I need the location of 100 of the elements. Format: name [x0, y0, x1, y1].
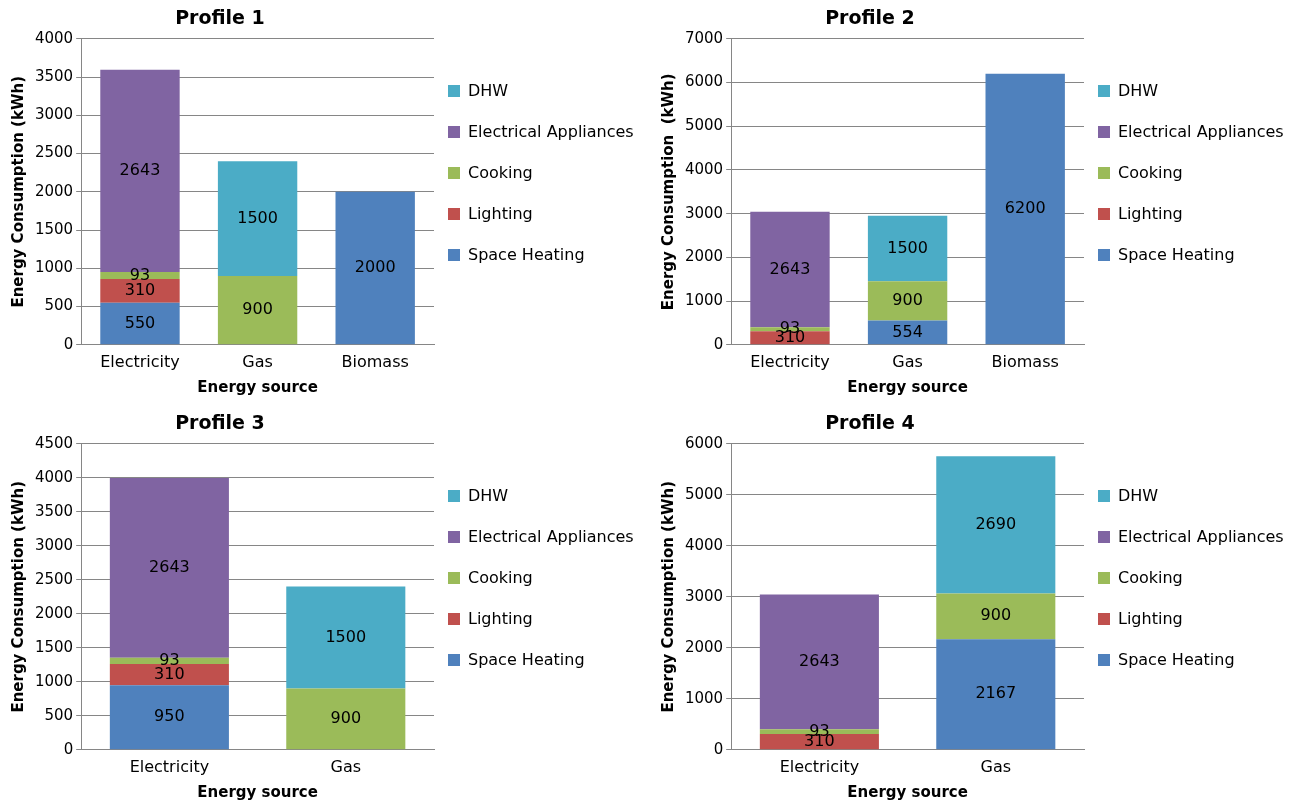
legend-label: Lighting [468, 609, 533, 628]
x-tick-label: Gas [892, 351, 923, 371]
legend-label: Lighting [468, 204, 533, 223]
legend-label: Cooking [1118, 163, 1183, 182]
bar [936, 593, 1056, 640]
y-axis-title: Energy Consumption (kWh) [8, 75, 27, 308]
y-tick-label: 4000 [34, 467, 74, 486]
x-tick-label: Electricity [100, 351, 180, 371]
bar [286, 586, 406, 689]
bar [335, 191, 415, 345]
x-axis-title: Energy source [197, 377, 318, 396]
data-label: 900 [980, 605, 1012, 625]
bar [867, 281, 948, 321]
y-tick-label: 4000 [684, 535, 724, 554]
legend-label: Electrical Appliances [468, 122, 634, 141]
chart-title: Profile 4 [825, 411, 915, 434]
legend-label: DHW [468, 486, 509, 505]
data-label: 2000 [354, 257, 396, 277]
y-tick-label: 2000 [34, 181, 74, 200]
legend-label: Lighting [1118, 609, 1183, 628]
legend-label: DHW [468, 81, 509, 100]
chart-title: Profile 3 [175, 411, 265, 434]
y-tick-label: 3500 [34, 66, 74, 85]
x-axis-title: Energy source [847, 782, 968, 801]
legend-label: Space Heating [1118, 650, 1235, 669]
y-tick-label: 2000 [684, 247, 724, 266]
data-label: 2643 [149, 557, 190, 577]
y-tick-label: 1500 [34, 219, 74, 238]
data-label: 950 [154, 706, 185, 726]
data-label: 554 [892, 321, 923, 341]
data-label: 1500 [325, 626, 367, 646]
x-tick-label: Gas [330, 756, 362, 776]
y-tick-label: 3000 [684, 203, 724, 222]
x-axis-title: Energy source [847, 377, 968, 396]
bar [217, 275, 298, 345]
y-tick-label: 3500 [34, 501, 74, 520]
legend-label: Space Heating [1118, 245, 1235, 264]
y-tick-label: 6000 [684, 433, 724, 452]
y-tick-label: 1000 [684, 290, 724, 309]
data-label: 1500 [887, 237, 928, 257]
x-axis-title: Energy source [197, 782, 318, 801]
bar [217, 161, 298, 276]
legend-label: DHW [1118, 486, 1159, 505]
y-tick-label: 2500 [34, 569, 74, 588]
y-tick-label: 0 [713, 334, 724, 353]
x-tick-label: Electricity [779, 756, 860, 776]
y-tick-label: 3000 [34, 105, 74, 124]
legend-label: Electrical Appliances [1118, 527, 1284, 546]
chart-title: Profile 1 [175, 6, 265, 29]
data-label: 2690 [975, 513, 1017, 533]
bar [867, 215, 948, 282]
legend-label: Cooking [468, 163, 533, 182]
y-tick-label: 500 [44, 296, 74, 315]
legend-label: Space Heating [468, 650, 585, 669]
x-tick-label: Gas [242, 351, 273, 371]
legend-label: Electrical Appliances [1118, 122, 1284, 141]
bar [286, 688, 406, 750]
data-label: 900 [242, 299, 273, 319]
y-tick-label: 0 [63, 739, 74, 758]
y-tick-label: 2000 [34, 603, 74, 622]
chart-title: Profile 2 [825, 6, 915, 29]
y-tick-label: 2500 [34, 143, 74, 162]
y-axis-title: Energy Consumption (kWh) [658, 480, 677, 713]
data-label: 1500 [237, 207, 278, 227]
data-label: 6200 [1004, 198, 1046, 218]
y-tick-label: 5000 [684, 484, 724, 503]
y-tick-label: 0 [713, 739, 724, 758]
bar [100, 302, 180, 345]
bar [100, 279, 180, 303]
y-tick-label: 5000 [684, 116, 724, 135]
legend-label: Lighting [1118, 204, 1183, 223]
y-tick-label: 3000 [684, 586, 724, 605]
y-tick-label: 1000 [684, 688, 724, 707]
y-tick-label: 4000 [684, 159, 724, 178]
y-tick-label: 1500 [34, 637, 74, 656]
y-tick-label: 3000 [34, 535, 74, 554]
data-label: 900 [892, 290, 923, 310]
y-axis-title: Energy Consumption (kWh) [8, 480, 27, 713]
y-tick-label: 1000 [34, 258, 74, 277]
legend-label: Space Heating [468, 245, 585, 264]
legend-label: Cooking [1118, 568, 1183, 587]
y-tick-label: 0 [63, 334, 74, 353]
data-label: 2643 [769, 258, 811, 278]
bar [936, 456, 1056, 594]
data-label: 2643 [799, 651, 840, 671]
y-tick-label: 2000 [684, 637, 724, 656]
y-axis-title: Energy Consumption (kWh) [658, 73, 677, 311]
legend-label: DHW [1118, 81, 1159, 100]
legend-label: Cooking [468, 568, 533, 587]
y-tick-label: 1000 [34, 671, 74, 690]
data-label: 2167 [975, 683, 1017, 703]
y-tick-label: 4000 [34, 28, 74, 47]
x-tick-label: Electricity [129, 756, 210, 776]
legend-label: Electrical Appliances [468, 527, 634, 546]
y-tick-label: 6000 [684, 72, 724, 91]
data-label: 550 [124, 312, 156, 332]
y-tick-label: 7000 [684, 28, 724, 47]
x-tick-label: Biomass [991, 351, 1059, 371]
x-tick-label: Gas [980, 756, 1012, 776]
data-label: 900 [330, 708, 362, 728]
